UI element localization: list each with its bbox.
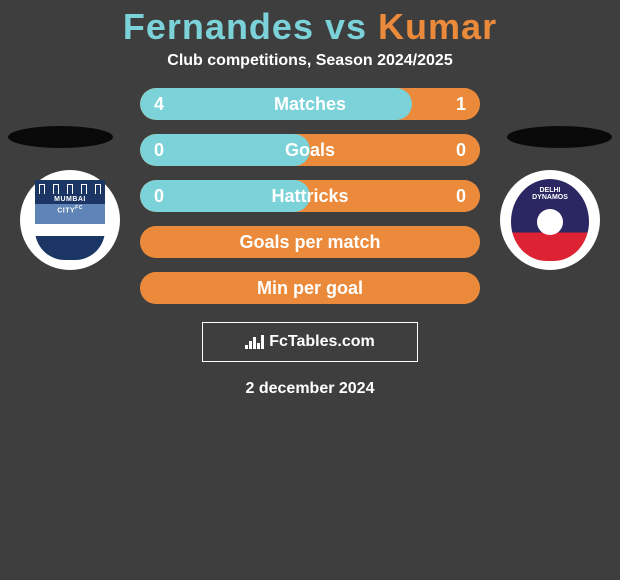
stat-bar-matches: 41Matches bbox=[140, 88, 480, 120]
football-icon bbox=[537, 209, 563, 235]
title-player-left: Fernandes bbox=[123, 6, 314, 47]
stat-label: Goals bbox=[140, 140, 480, 161]
stat-bar-hattricks: 00Hattricks bbox=[140, 180, 480, 212]
page-title: Fernandes vs Kumar bbox=[0, 0, 620, 48]
team-crest-left: MUMBAICITYFC bbox=[35, 180, 105, 260]
stat-label: Matches bbox=[140, 94, 480, 115]
page-subtitle: Club competitions, Season 2024/2025 bbox=[0, 52, 620, 70]
infographic-date: 2 december 2024 bbox=[0, 380, 620, 398]
stat-label: Min per goal bbox=[140, 278, 480, 299]
stat-bar-goals: 00Goals bbox=[140, 134, 480, 166]
title-vs: vs bbox=[325, 6, 367, 47]
comparison-bars: 41Matches 00Goals 00Hattricks Goals per mat… bbox=[140, 88, 480, 304]
stat-label: Goals per match bbox=[140, 232, 480, 253]
brand-text: FcTables.com bbox=[269, 333, 375, 351]
stat-label: Hattricks bbox=[140, 186, 480, 207]
title-player-right: Kumar bbox=[378, 6, 497, 47]
shadow-left bbox=[8, 126, 113, 148]
team-crest-right-text: DELHIDYNAMOS bbox=[532, 187, 568, 201]
team-crest-right: DELHIDYNAMOS bbox=[511, 179, 589, 261]
shadow-right bbox=[507, 126, 612, 148]
stat-bar-min-per-goal: Min per goal bbox=[140, 272, 480, 304]
brand-box: FcTables.com bbox=[202, 322, 418, 362]
stat-bar-goals-per-match: Goals per match bbox=[140, 226, 480, 258]
team-badge-right: DELHIDYNAMOS bbox=[500, 170, 600, 270]
bar-chart-icon bbox=[245, 335, 263, 349]
infographic-container: Fernandes vs Kumar Club competitions, Se… bbox=[0, 0, 620, 580]
team-badge-left: MUMBAICITYFC bbox=[20, 170, 120, 270]
team-crest-left-text: MUMBAICITYFC bbox=[54, 196, 86, 215]
